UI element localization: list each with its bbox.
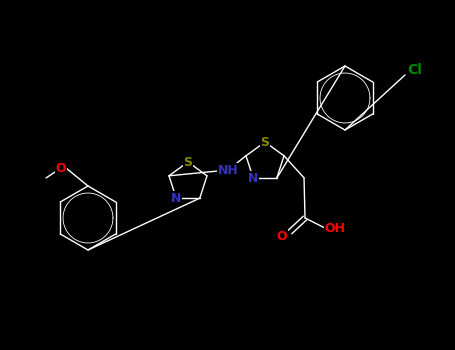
Text: N: N [171,192,182,205]
Text: OH: OH [324,222,345,235]
Text: O: O [56,161,66,175]
Text: NH: NH [217,163,238,176]
Text: S: S [183,155,192,168]
Text: Cl: Cl [408,63,422,77]
Text: N: N [248,172,258,185]
Text: O: O [277,230,287,243]
Text: S: S [261,135,269,148]
